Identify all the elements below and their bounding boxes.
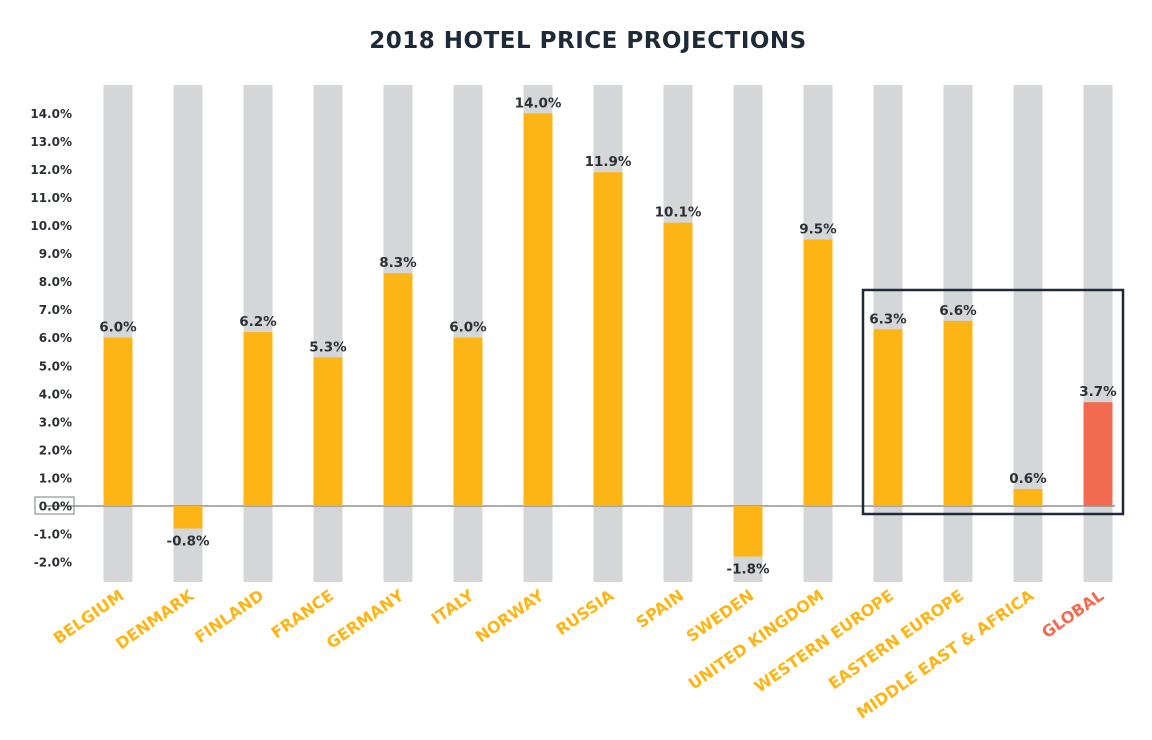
bar-belgium <box>103 337 133 506</box>
x-tick-label-finland: FINLAND <box>191 586 267 647</box>
y-tick-label: 1.0% <box>39 471 72 485</box>
y-tick-label: 0.0% <box>39 500 72 514</box>
highlight-group <box>861 288 1125 516</box>
chart-title: 2018 HOTEL PRICE PROJECTIONS <box>369 28 807 54</box>
data-label-spain: 10.1% <box>655 205 702 221</box>
bar-italy <box>453 337 483 506</box>
data-labels: 6.0% -0.8% 6.2% 5.3% 8.3% 6.0% 14.0% 11.9% 10.1%… <box>99 95 1117 577</box>
data-label-united-kingdom: 9.5% <box>799 222 837 238</box>
background-column-sweden <box>733 85 763 582</box>
bar-denmark <box>173 506 203 529</box>
data-label-western-europe: 6.3% <box>869 311 907 327</box>
x-tick-label-italy: ITALY <box>428 585 478 628</box>
data-label-denmark: -0.8% <box>166 533 210 549</box>
bar-western-europe <box>873 329 903 506</box>
data-label-germany: 8.3% <box>379 255 417 271</box>
x-tick-label-global: GLOBAL <box>1038 586 1107 642</box>
bar-united-kingdom <box>803 239 833 506</box>
bar-middle-east-and-africa <box>1013 489 1043 506</box>
y-tick-label: 4.0% <box>39 387 72 401</box>
data-label-italy: 6.0% <box>449 320 487 336</box>
background-column-denmark <box>173 85 203 582</box>
zero-tick-box <box>34 496 75 515</box>
bar-spain <box>663 222 693 506</box>
x-tick-label-norway: NORWAY <box>472 585 548 646</box>
bar-germany <box>383 273 413 506</box>
y-tick-label: 13.0% <box>30 135 72 149</box>
bar-norway <box>523 113 553 507</box>
x-tick-label-germany: GERMANY <box>323 585 408 652</box>
data-label-global: 3.7% <box>1079 384 1117 400</box>
x-tick-label-russia: RUSSIA <box>552 585 617 639</box>
x-tick-label-spain: SPAIN <box>633 586 688 632</box>
bar-france <box>313 357 343 506</box>
y-tick-label: 11.0% <box>30 191 72 205</box>
bar-finland <box>243 332 273 506</box>
y-tick-label: 5.0% <box>39 359 72 373</box>
y-tick-label: -1.0% <box>34 528 72 542</box>
y-tick-label: -2.0% <box>34 556 72 570</box>
data-label-norway: 14.0% <box>515 95 562 111</box>
y-tick-label: 12.0% <box>30 163 72 177</box>
data-label-eastern-europe: 6.6% <box>939 303 977 319</box>
data-label-finland: 6.2% <box>239 314 277 330</box>
y-tick-label: 8.0% <box>39 275 72 289</box>
data-label-russia: 11.9% <box>585 154 632 170</box>
data-label-belgium: 6.0% <box>99 320 137 336</box>
bar-sweden <box>733 506 763 557</box>
background-column-middle-east-and-africa <box>1013 85 1043 582</box>
y-tick-label: 14.0% <box>30 107 72 121</box>
data-label-sweden: -1.8% <box>726 561 770 577</box>
y-axis: -2.0% -1.0% 0.0% 1.0% 2.0% 3.0% 4.0% 5.0% 6.0% 7.… <box>30 107 75 570</box>
bar-russia <box>593 172 623 506</box>
y-tick-label: 6.0% <box>39 331 72 345</box>
data-label-middle-east-and-africa: 0.6% <box>1009 471 1047 487</box>
data-label-france: 5.3% <box>309 339 347 355</box>
bar-global <box>1083 402 1113 506</box>
bars <box>103 113 1113 557</box>
bar-eastern-europe <box>943 320 973 506</box>
highlight-box <box>861 288 1125 516</box>
y-tick-label: 2.0% <box>39 443 72 457</box>
background-column-global <box>1083 85 1113 582</box>
y-tick-label: 7.0% <box>39 303 72 317</box>
x-tick-label-denmark: DENMARK <box>112 585 198 653</box>
y-tick-label: 3.0% <box>39 415 72 429</box>
y-tick-label: 10.0% <box>30 219 72 233</box>
background-column-france <box>313 85 343 582</box>
y-tick-label: 9.0% <box>39 247 72 261</box>
